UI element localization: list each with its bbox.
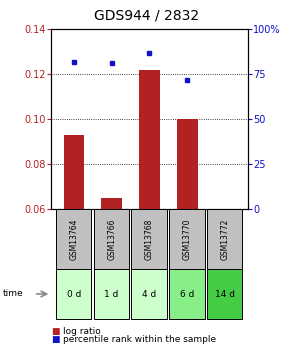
Text: 4 d: 4 d [142, 289, 156, 299]
Text: ■: ■ [51, 327, 60, 336]
Text: 6 d: 6 d [180, 289, 194, 299]
FancyBboxPatch shape [56, 269, 91, 319]
Bar [101, 197, 122, 209]
Text: 1 d: 1 d [105, 289, 119, 299]
Text: GSM13772: GSM13772 [220, 218, 229, 259]
Bar [139, 70, 160, 209]
FancyBboxPatch shape [56, 209, 91, 269]
FancyBboxPatch shape [169, 269, 205, 319]
FancyBboxPatch shape [169, 209, 205, 269]
Text: GSM13764: GSM13764 [69, 218, 79, 260]
Text: GSM13766: GSM13766 [107, 218, 116, 260]
Text: GSM13768: GSM13768 [145, 218, 154, 259]
Bar [64, 135, 84, 209]
Text: GDS944 / 2832: GDS944 / 2832 [94, 9, 199, 22]
FancyBboxPatch shape [93, 209, 129, 269]
Text: time: time [3, 289, 23, 298]
FancyBboxPatch shape [131, 269, 167, 319]
Text: ■: ■ [51, 335, 60, 344]
Bar [177, 119, 197, 209]
Text: GSM13770: GSM13770 [183, 218, 192, 260]
FancyBboxPatch shape [131, 209, 167, 269]
Text: 0 d: 0 d [67, 289, 81, 299]
Text: log ratio: log ratio [63, 327, 101, 336]
FancyBboxPatch shape [207, 269, 242, 319]
FancyBboxPatch shape [93, 269, 129, 319]
FancyBboxPatch shape [207, 209, 242, 269]
Text: percentile rank within the sample: percentile rank within the sample [63, 335, 216, 344]
Text: 14 d: 14 d [215, 289, 235, 299]
